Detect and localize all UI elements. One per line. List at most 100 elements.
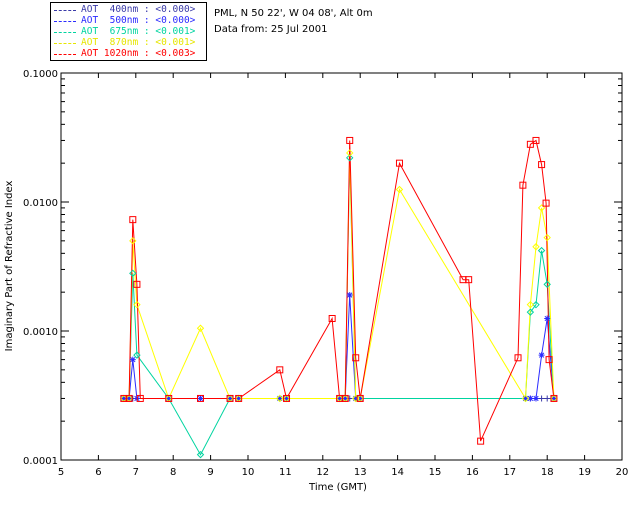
legend-entry-1020nm: AOT 1020nm : <0.003>	[51, 48, 206, 60]
data-point	[514, 354, 522, 362]
data-point	[532, 243, 540, 251]
data-point	[283, 395, 290, 402]
legend-swatch	[54, 21, 76, 22]
data-point	[283, 394, 291, 402]
y-tick-label: 0.0001	[23, 456, 58, 467]
data-point	[538, 161, 546, 169]
legend: AOT 400nm : <0.000> AOT 500nm : <0.000> …	[50, 2, 207, 61]
data-point	[165, 395, 172, 402]
plot-frame	[60, 72, 623, 461]
x-tick-label: 9	[207, 467, 213, 478]
legend-label: AOT 870nm : <0.001>	[81, 37, 196, 48]
x-tick-label: 8	[170, 467, 176, 478]
data-point	[395, 185, 404, 194]
data-point	[165, 394, 173, 402]
data-point	[276, 394, 284, 403]
data-point	[196, 450, 205, 459]
series-line-2	[123, 157, 555, 456]
data-point	[235, 395, 242, 402]
data-point	[133, 280, 141, 288]
x-tick-label: 13	[354, 467, 367, 478]
legend-label: AOT 500nm : <0.000>	[81, 15, 196, 26]
x-tick-label: 6	[95, 467, 101, 478]
data-point	[357, 395, 364, 402]
legend-label: AOT 1020nm : <0.003>	[81, 48, 196, 59]
data-point	[346, 154, 354, 162]
data-point	[545, 356, 553, 364]
data-point	[120, 394, 128, 402]
y-tick-label: 0.1000	[23, 69, 58, 80]
data-point	[328, 314, 336, 322]
data-point	[133, 351, 141, 359]
data-point	[477, 437, 485, 445]
data-point	[527, 395, 534, 402]
data-point	[526, 308, 535, 316]
x-tick-label: 18	[541, 467, 554, 478]
legend-label: AOT 400nm : <0.000>	[81, 4, 196, 15]
data-point	[129, 216, 137, 224]
data-point	[276, 395, 283, 402]
data-point	[526, 300, 535, 309]
legend-swatch	[54, 54, 76, 55]
data-point	[341, 394, 349, 402]
data-point	[126, 395, 133, 402]
legend-swatch	[54, 43, 76, 44]
legend-entry-400nm: AOT 400nm : <0.000>	[51, 4, 206, 16]
x-tick-label: 16	[466, 467, 479, 478]
data-point	[342, 395, 349, 402]
series-line-4	[123, 139, 555, 442]
data-point	[227, 395, 234, 402]
legend-entry-675nm: AOT 675nm : <0.001>	[51, 26, 206, 38]
data-point	[550, 395, 557, 402]
data-point	[542, 199, 550, 207]
data-point	[196, 324, 205, 332]
data-point	[197, 395, 204, 402]
data-point	[532, 395, 539, 402]
data-point	[543, 233, 551, 242]
y-tick-label: 0.0010	[23, 327, 58, 338]
data-point	[129, 269, 137, 278]
x-tick-label: 11	[279, 467, 292, 478]
x-tick-label: 20	[616, 467, 629, 478]
data-point	[197, 394, 205, 402]
data-point	[532, 300, 540, 309]
data-point	[519, 181, 527, 189]
x-tick-label: 14	[391, 467, 404, 478]
legend-entry-870nm: AOT 870nm : <0.001>	[51, 37, 206, 49]
x-tick-label: 10	[242, 467, 255, 478]
legend-swatch	[54, 32, 76, 33]
data-point	[133, 300, 141, 309]
data-point	[346, 149, 354, 157]
data-point	[276, 366, 284, 374]
y-tick-label: 0.0100	[23, 198, 58, 209]
date-text: Data from: 25 Jul 2001	[214, 24, 328, 35]
y-axis-label: Imaginary Part of Refractive Index	[4, 181, 15, 352]
data-point	[544, 395, 551, 402]
data-point	[336, 395, 343, 402]
series-line-3	[123, 152, 555, 401]
data-point	[526, 140, 534, 148]
data-point	[395, 159, 403, 167]
data-point	[538, 352, 545, 359]
x-tick-label: 19	[578, 467, 591, 478]
data-point	[352, 354, 360, 362]
data-point	[125, 394, 133, 402]
data-point	[465, 276, 473, 284]
data-point	[346, 136, 354, 144]
data-point	[226, 394, 234, 402]
x-tick-label: 12	[316, 467, 329, 478]
data-point	[537, 204, 546, 212]
series-layer	[120, 136, 558, 459]
data-point	[532, 136, 540, 144]
data-point	[521, 394, 530, 403]
data-point	[522, 395, 529, 402]
x-tick-label: 15	[429, 467, 442, 478]
data-point	[356, 394, 364, 402]
data-point	[537, 246, 546, 255]
legend-label: AOT 675nm : <0.001>	[81, 26, 196, 37]
data-point	[346, 292, 353, 299]
data-point	[538, 395, 545, 402]
x-tick-label: 7	[133, 467, 139, 478]
data-point	[129, 237, 137, 245]
series-line-1	[123, 294, 555, 399]
